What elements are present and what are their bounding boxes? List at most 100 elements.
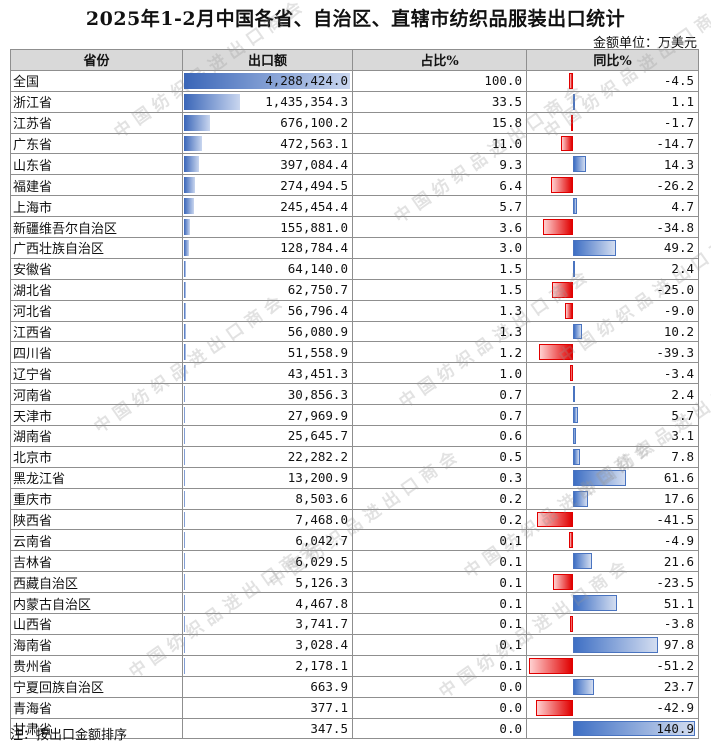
share-cell: 1.0 [352,362,527,385]
table-row: 宁夏回族自治区 663.9 0.0 23.7 [10,675,699,698]
header-export: 出口额 [182,49,353,71]
share-cell: 0.1 [352,529,527,552]
share-cell: 5.7 [352,195,527,218]
share-value: 0.1 [499,595,522,611]
export-bar [184,386,186,403]
export-cell: 30,856.3 [182,383,353,406]
export-cell: 3,028.4 [182,633,353,656]
share-cell: 9.3 [352,153,527,176]
export-bar [184,219,191,236]
share-cell: 1.3 [352,299,527,322]
yoy-cell: -3.4 [526,362,699,385]
export-cell: 472,563.1 [182,132,353,155]
table-row: 黑龙江省 13,200.9 0.3 61.6 [10,466,699,489]
yoy-value: 21.6 [663,553,694,569]
share-value: 0.0 [499,679,522,695]
share-value: 33.5 [491,94,522,110]
province-cell: 浙江省 [10,90,183,113]
yoy-positive-bar [573,720,695,737]
export-value: 62,750.7 [287,282,348,298]
yoy-value: 61.6 [663,470,694,486]
province-cell: 福建省 [10,174,183,197]
export-bar [184,407,186,424]
export-value: 56,080.9 [287,324,348,340]
export-bar [184,72,350,89]
export-value: 6,029.5 [295,553,348,569]
table-body: 全国 4,288,424.0 100.0 -4.5 浙江省 1,435,354.3 33.5… [10,69,699,740]
yoy-cell: 3.1 [526,425,699,447]
yoy-value: 4.7 [671,198,694,214]
share-cell: 100.0 [352,69,527,92]
province-cell: 吉林省 [10,550,183,573]
share-value: 0.0 [499,720,522,736]
export-bar [184,281,187,298]
export-value: 22,282.2 [287,449,348,465]
yoy-cell: 2.4 [526,383,699,406]
export-bar [184,240,189,256]
export-cell: 56,796.4 [182,299,353,322]
table-row: 山东省 397,084.4 9.3 14.3 [10,153,699,176]
yoy-cell: 21.6 [526,550,699,573]
yoy-cell: 4.7 [526,195,699,218]
yoy-negative-bar [571,114,574,131]
province-cell: 青海省 [10,696,183,719]
share-value: 0.1 [499,553,522,569]
yoy-cell: -26.2 [526,174,699,197]
yoy-negative-bar [569,532,574,549]
share-cell: 0.2 [352,508,527,531]
table-row: 全国 4,288,424.0 100.0 -4.5 [10,69,699,92]
province-cell: 贵州省 [10,654,183,677]
yoy-cell: -9.0 [526,299,699,322]
province-cell: 天津市 [10,404,183,427]
export-value: 155,881.0 [280,219,348,235]
yoy-cell: 2.4 [526,257,699,280]
export-table: 省份 出口额 占比% 同比% 全国 4,288,424.0 100.0 -4.5 浙江省… [10,49,699,740]
table-header-row: 省份 出口额 占比% 同比% [10,49,699,71]
export-cell: 663.9 [182,675,353,698]
yoy-cell: 17.6 [526,487,699,510]
export-value: 43,451.3 [287,365,348,381]
export-bar [184,469,185,486]
export-bar [184,323,187,340]
yoy-positive-bar [573,240,616,256]
table-row: 新疆维吾尔自治区 155,881.0 3.6 -34.8 [10,216,699,239]
export-cell: 155,881.0 [182,216,353,239]
share-cell: 0.2 [352,487,527,510]
export-value: 4,467.8 [295,595,348,611]
yoy-value: -39.3 [656,344,694,360]
header-share: 占比% [352,49,527,71]
yoy-value: -26.2 [656,177,694,193]
table-row: 江西省 56,080.9 1.3 10.2 [10,320,699,343]
province-cell: 广东省 [10,132,183,155]
export-cell: 7,468.0 [182,508,353,531]
province-cell: 湖北省 [10,278,183,301]
table-row: 天津市 27,969.9 0.7 5.7 [10,404,699,427]
share-cell: 1.5 [352,278,527,301]
export-value: 13,200.9 [287,470,348,486]
export-cell: 62,750.7 [182,278,353,301]
table-row: 海南省 3,028.4 0.1 97.8 [10,633,699,656]
yoy-cell: 140.9 [526,717,699,740]
yoy-negative-bar [552,574,574,591]
yoy-cell: -25.0 [526,278,699,301]
yoy-positive-bar [573,448,580,465]
share-cell: 1.3 [352,320,527,343]
yoy-value: 23.7 [663,679,694,695]
export-value: 1,435,354.3 [265,94,348,110]
yoy-negative-bar [539,344,574,361]
province-cell: 黑龙江省 [10,466,183,489]
yoy-positive-bar [573,469,627,486]
export-cell: 56,080.9 [182,320,353,343]
province-cell: 海南省 [10,633,183,656]
yoy-cell: 51.1 [526,592,699,615]
yoy-value: -4.9 [663,532,694,548]
export-value: 30,856.3 [287,386,348,402]
share-value: 0.1 [499,616,522,632]
export-bar [184,135,203,152]
share-value: 0.1 [499,574,522,590]
table-row: 江苏省 676,100.2 15.8 -1.7 [10,111,699,134]
export-value: 3,741.7 [295,616,348,632]
export-cell: 22,282.2 [182,445,353,468]
export-bar [184,93,240,110]
share-value: 6.4 [499,177,522,193]
